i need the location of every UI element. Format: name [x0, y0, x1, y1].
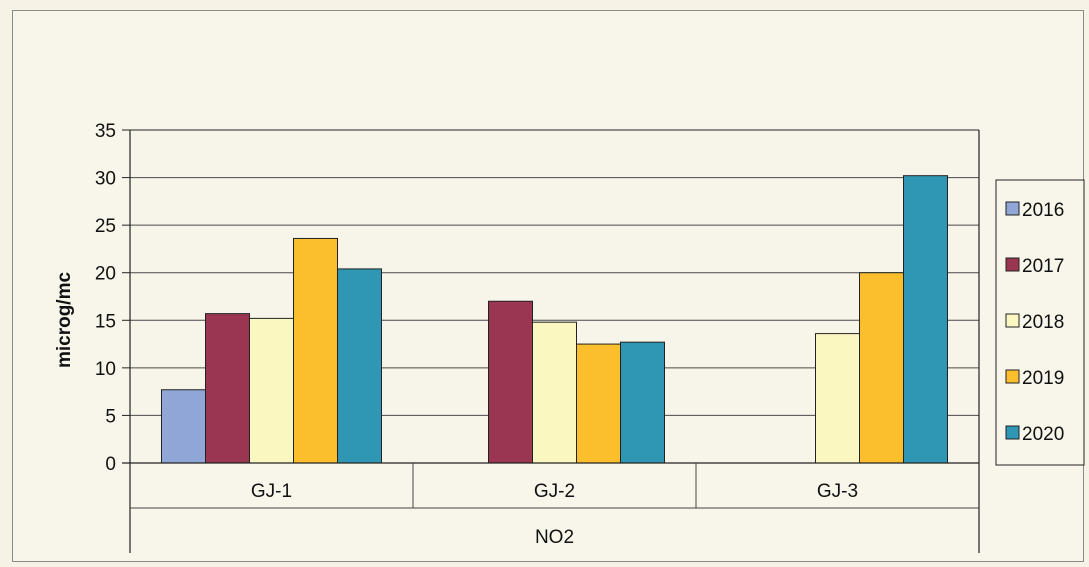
- bar-gj-1-2018: [249, 317, 294, 464]
- y-tick-labels: 0 5 10 15 20 25 30 35: [95, 121, 116, 475]
- category-label-gj-2: GJ-2: [534, 481, 575, 502]
- bar-gj-2-2020: [620, 341, 665, 464]
- group-label: NO2: [535, 527, 574, 548]
- y-tick-label-5: 25: [95, 216, 116, 237]
- category-label-gj-1: GJ-1: [251, 481, 292, 502]
- legend-label-2020: 2020: [1022, 424, 1064, 445]
- y-tick-label-0: 0: [105, 454, 116, 475]
- axes: [122, 129, 980, 553]
- category-labels: GJ-1 GJ-2 GJ-3: [251, 481, 858, 502]
- legend-swatch-2017: [1005, 257, 1020, 272]
- bar-gj-2-2017: [488, 300, 533, 464]
- legend-label-2017: 2017: [1022, 256, 1064, 277]
- legend: 2016 2017 2018 2019 2020: [995, 179, 1085, 466]
- y-tick-label-6: 30: [95, 169, 116, 190]
- y-tick-label-4: 20: [95, 264, 116, 285]
- legend-swatch-2016: [1005, 201, 1020, 216]
- bar-gj-1-2020: [337, 268, 382, 464]
- legend-label-2018: 2018: [1022, 312, 1064, 333]
- y-tick-label-1: 5: [105, 406, 116, 427]
- bar-gj-1-2019: [293, 237, 338, 464]
- legend-label-2016: 2016: [1022, 200, 1064, 221]
- category-label-gj-3: GJ-3: [817, 481, 858, 502]
- legend-label-2019: 2019: [1022, 368, 1064, 389]
- y-axis-title: microg/mc: [54, 272, 75, 369]
- y-tick-label-7: 35: [95, 121, 116, 142]
- legend-swatch-2020: [1005, 425, 1020, 440]
- bar-gj-2-2018: [532, 321, 577, 464]
- y-tick-label-2: 10: [95, 359, 116, 380]
- bar-gj-3-2019: [859, 272, 904, 464]
- bar-gj-1-2016: [161, 389, 206, 464]
- bar-gj-3-2018: [815, 333, 860, 464]
- bar-gj-2-2019: [576, 343, 621, 464]
- legend-swatch-2018: [1005, 313, 1020, 328]
- bar-gj-1-2017: [205, 313, 250, 464]
- y-tick-label-3: 15: [95, 311, 116, 332]
- legend-swatch-2019: [1005, 369, 1020, 384]
- bar-gj-3-2020: [903, 175, 948, 464]
